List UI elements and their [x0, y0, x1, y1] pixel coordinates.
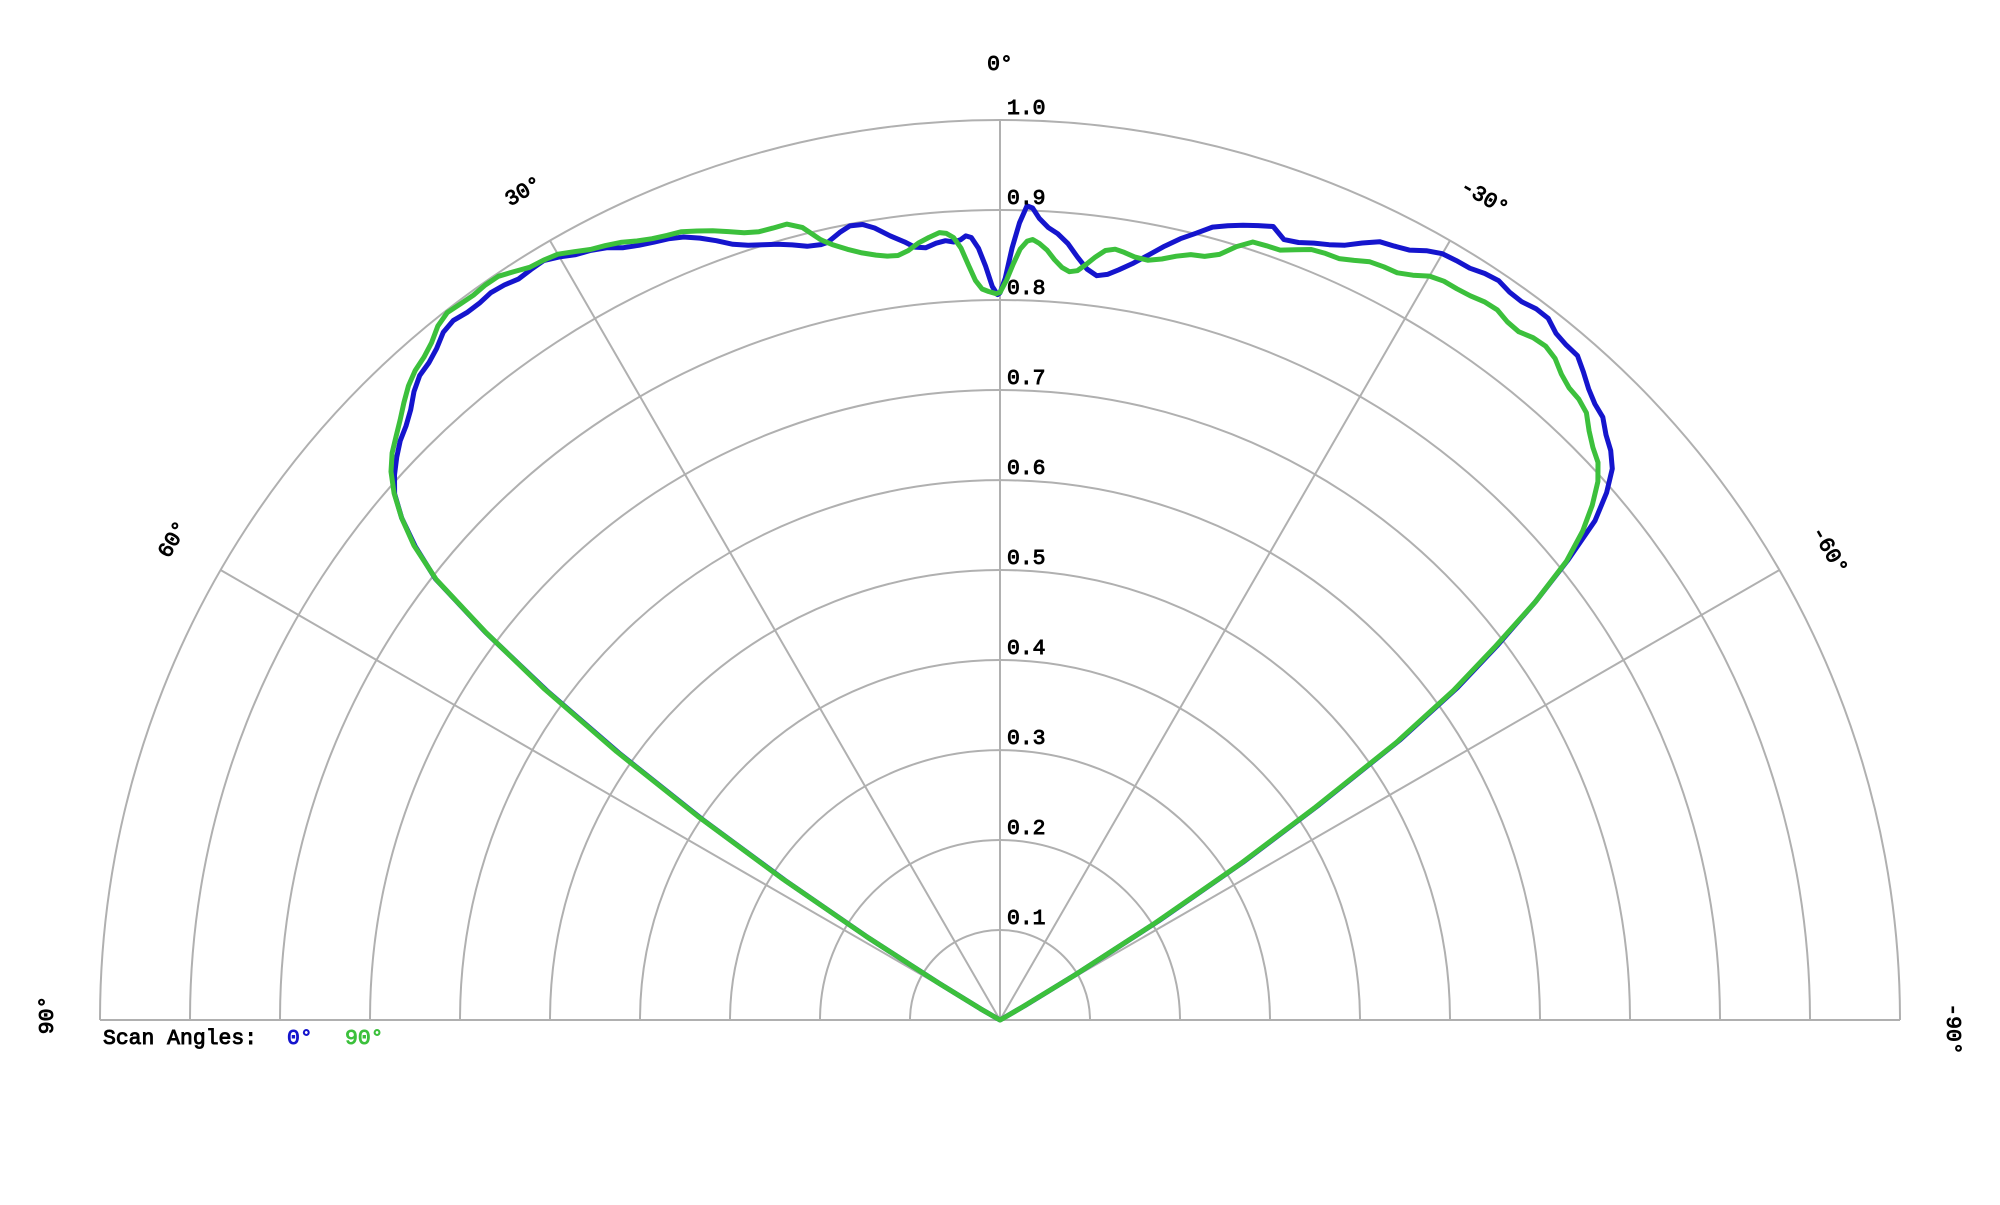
- svg-text:0°: 0°: [287, 1027, 313, 1051]
- svg-text:-90°: -90°: [1940, 1003, 1964, 1054]
- svg-text:0°: 0°: [987, 53, 1013, 77]
- svg-text:1.0: 1.0: [1007, 97, 1046, 121]
- svg-text:0.2: 0.2: [1007, 817, 1046, 841]
- svg-text:0.1: 0.1: [1007, 907, 1046, 931]
- svg-text:0.8: 0.8: [1007, 277, 1046, 301]
- svg-text:0.6: 0.6: [1007, 457, 1046, 481]
- svg-text:0.5: 0.5: [1007, 547, 1046, 571]
- svg-text:90°: 90°: [36, 996, 60, 1035]
- svg-text:0.4: 0.4: [1007, 637, 1046, 661]
- svg-text:0.9: 0.9: [1007, 187, 1046, 211]
- svg-text:0.3: 0.3: [1007, 727, 1046, 751]
- svg-text:Scan Angles:: Scan Angles:: [103, 1027, 257, 1051]
- svg-text:90°: 90°: [345, 1027, 384, 1051]
- svg-text:0.7: 0.7: [1007, 367, 1046, 391]
